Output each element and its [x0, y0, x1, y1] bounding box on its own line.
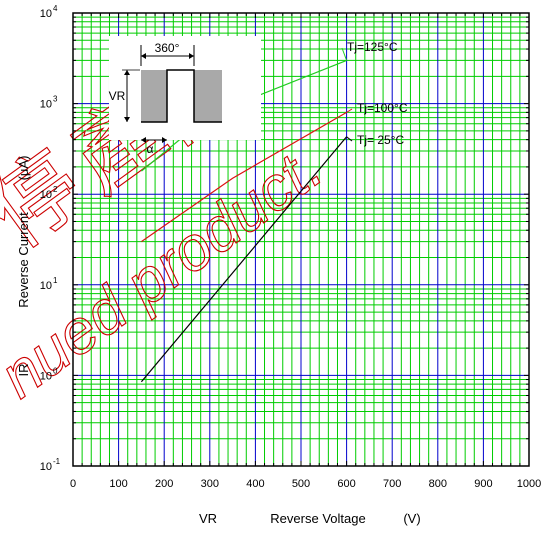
x-tick-label: 400 [246, 478, 264, 490]
series-line [140, 136, 348, 383]
series-label: Tj= 25°C [357, 133, 404, 147]
x-tick-label: 0 [70, 478, 76, 490]
x-axis-title: Reverse Voltage [270, 511, 365, 526]
x-axis-unit: (V) [403, 511, 420, 526]
x-tick-label: 900 [474, 478, 492, 490]
inset-waveform [141, 69, 222, 123]
y-tick-exponent: 0 [53, 366, 58, 375]
x-tick-label: 200 [155, 478, 173, 490]
x-tick-label: 700 [383, 478, 401, 490]
inset-angle-label: 360° [155, 41, 180, 55]
y-tick-label: 10 [40, 370, 52, 382]
y-tick-label: 10 [40, 189, 52, 201]
series-line [141, 111, 347, 243]
x-tick-label: 300 [201, 478, 219, 490]
y-tick-label: 10 [40, 8, 52, 20]
series-leader-line [346, 136, 353, 142]
x-tick-label: 600 [337, 478, 355, 490]
y-tick-exponent: 1 [53, 276, 58, 285]
waveform-inset: 360° VR α [109, 36, 261, 156]
inset-pulse-2 [194, 70, 222, 122]
y-axis-unit: (μA) [16, 156, 31, 181]
x-tick-labels: 0 100 200 300 400 500 600 700 800 900 1000 [70, 478, 541, 490]
y-tick-exponent: -1 [53, 457, 61, 466]
y-tick-exponent: 2 [53, 185, 58, 194]
y-axis-symbol: IR [16, 364, 31, 377]
y-tick-label: 10 [40, 99, 52, 111]
series-leader-line [346, 108, 353, 113]
y-tick-label: 10 [40, 280, 52, 292]
x-tick-label: 1000 [517, 478, 541, 490]
series-leader-line [341, 47, 348, 61]
axis-labels: VR Reverse Voltage (V) IR Reverse Current (μA… [16, 156, 421, 526]
y-tick-label: 10 [40, 461, 52, 473]
x-tick-label: 500 [292, 478, 310, 490]
x-axis-symbol: VR [199, 511, 217, 526]
inset-vr-label: VR [109, 89, 126, 103]
y-tick-exponent: 4 [53, 4, 58, 13]
plot-frame [72, 12, 530, 467]
series-label: Tj=100°C [357, 101, 408, 115]
inset-alpha-label: α [147, 142, 154, 156]
x-tick-label: 800 [429, 478, 447, 490]
series-label: Tj=125°C [347, 40, 398, 54]
inset-background [109, 36, 261, 140]
y-tick-exponent: 3 [53, 95, 58, 104]
inset-pulse-1 [141, 70, 167, 122]
y-axis-title: Reverse Current [16, 212, 31, 308]
x-tick-label: 100 [109, 478, 127, 490]
grid [72, 12, 530, 467]
